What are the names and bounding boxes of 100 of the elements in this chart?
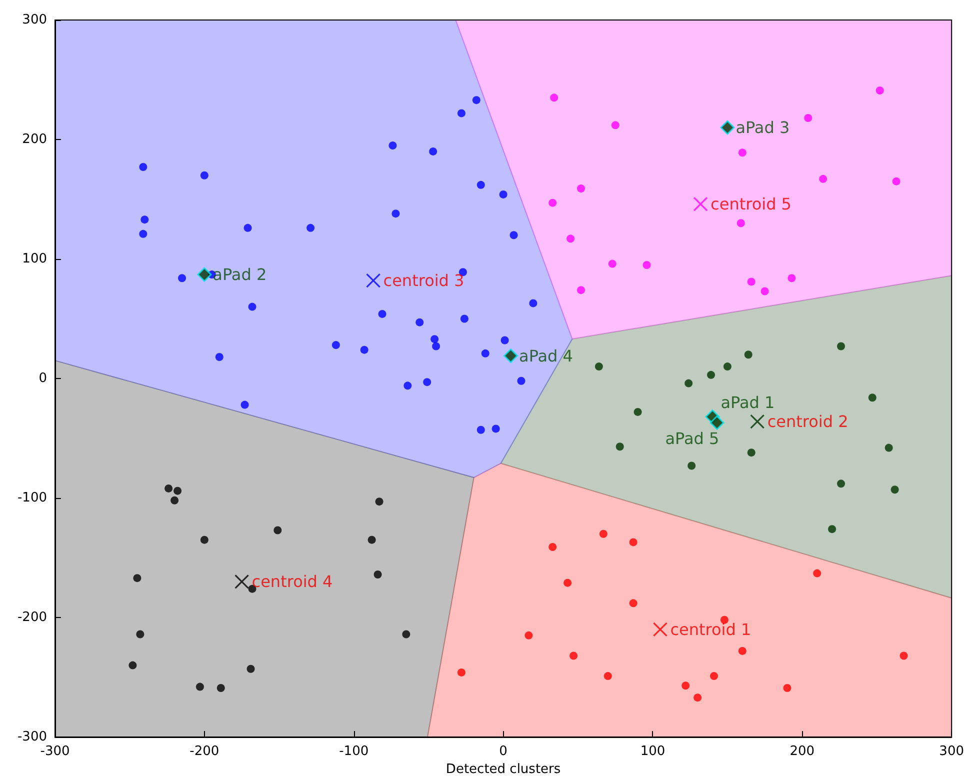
y-tick-label: 300 <box>22 12 47 28</box>
point <box>481 349 490 358</box>
data-label: aPad 4 <box>519 346 573 366</box>
point <box>529 299 538 308</box>
point <box>828 525 836 534</box>
point <box>710 415 724 430</box>
x-tick-label: -200 <box>190 744 220 759</box>
point <box>274 526 282 534</box>
point <box>682 682 690 690</box>
point <box>388 141 397 150</box>
point <box>170 496 179 504</box>
data-label: aPad 3 <box>736 118 790 138</box>
point <box>246 664 255 673</box>
point <box>884 444 893 452</box>
point <box>616 442 624 451</box>
point <box>747 448 756 457</box>
point <box>164 484 173 492</box>
point <box>197 267 212 282</box>
point <box>608 260 616 268</box>
point <box>548 198 557 207</box>
point <box>900 652 908 660</box>
point <box>629 599 638 608</box>
point <box>378 310 386 318</box>
point <box>760 287 769 296</box>
point <box>892 177 900 186</box>
y-tick-label: -300 <box>17 730 47 744</box>
point <box>139 230 148 238</box>
x-tick-label: 0 <box>499 744 508 759</box>
point <box>244 224 252 232</box>
point <box>688 462 696 470</box>
point <box>634 408 642 416</box>
data-label: centroid 1 <box>670 620 752 639</box>
point <box>876 86 884 95</box>
point <box>200 536 208 544</box>
point <box>694 694 702 702</box>
point <box>432 342 440 350</box>
point <box>306 224 315 232</box>
data-label: centroid 4 <box>252 572 333 592</box>
data-label: centroid 3 <box>383 271 464 290</box>
point <box>492 424 500 433</box>
point <box>360 346 368 354</box>
x-tick-label: 300 <box>939 744 964 759</box>
point <box>429 147 438 156</box>
point <box>504 348 518 364</box>
point <box>510 231 518 240</box>
point <box>720 120 735 135</box>
point <box>819 174 828 183</box>
point <box>416 318 424 326</box>
point <box>783 684 792 692</box>
point <box>594 362 603 371</box>
point <box>128 661 137 670</box>
data-label: aPad 2 <box>212 265 267 284</box>
point <box>368 536 376 544</box>
point <box>577 184 585 192</box>
point <box>136 630 144 638</box>
point <box>200 171 208 180</box>
point <box>140 216 149 224</box>
point <box>684 379 693 388</box>
point <box>457 109 466 118</box>
data-label: centroid 2 <box>767 412 848 432</box>
x-tick-label: -100 <box>339 744 369 759</box>
point <box>629 538 638 546</box>
point <box>707 370 716 379</box>
point <box>736 219 745 228</box>
point <box>813 569 822 578</box>
y-tick-label: 200 <box>22 132 47 147</box>
point <box>215 352 224 361</box>
data-label: centroid 5 <box>710 194 792 214</box>
point <box>139 162 148 171</box>
point <box>457 668 466 676</box>
point <box>430 335 439 344</box>
point <box>738 148 746 157</box>
point <box>517 376 526 385</box>
point <box>404 382 412 390</box>
point <box>476 180 485 189</box>
data-label: aPad 5 <box>665 429 720 448</box>
x-tick-label: -300 <box>40 744 70 759</box>
point <box>550 94 558 102</box>
point <box>472 96 480 104</box>
point <box>744 350 752 359</box>
point <box>738 646 746 655</box>
point <box>788 274 796 282</box>
point <box>642 260 651 269</box>
point <box>611 121 620 130</box>
point <box>577 286 585 294</box>
y-tick-label: 100 <box>22 252 47 266</box>
point <box>332 341 340 350</box>
point <box>248 302 256 311</box>
point <box>196 682 204 691</box>
point <box>460 314 468 323</box>
y-tick-label: 0 <box>38 371 47 386</box>
point <box>174 486 182 495</box>
point <box>392 210 400 218</box>
point <box>570 652 578 660</box>
point <box>500 336 509 344</box>
point <box>837 480 846 488</box>
point <box>747 278 756 286</box>
y-tick-label: -100 <box>17 490 47 506</box>
point <box>476 426 485 434</box>
point <box>890 486 899 494</box>
